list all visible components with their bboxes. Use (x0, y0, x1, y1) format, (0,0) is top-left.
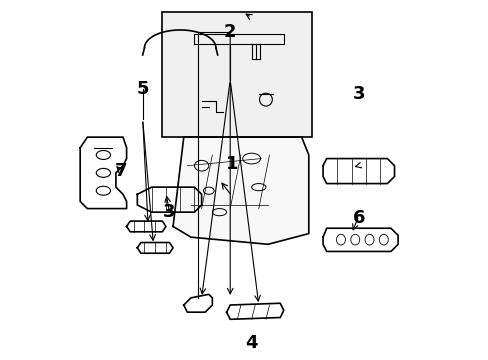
Text: 4: 4 (245, 333, 257, 351)
Text: 6: 6 (352, 208, 365, 226)
Text: 3: 3 (352, 85, 365, 103)
Text: 3: 3 (163, 203, 175, 221)
Text: 7: 7 (115, 162, 127, 180)
Bar (162, 12, 312, 137)
Polygon shape (173, 137, 308, 244)
Text: 2: 2 (224, 23, 236, 41)
Text: 5: 5 (136, 80, 149, 98)
Text: 1: 1 (225, 155, 238, 173)
